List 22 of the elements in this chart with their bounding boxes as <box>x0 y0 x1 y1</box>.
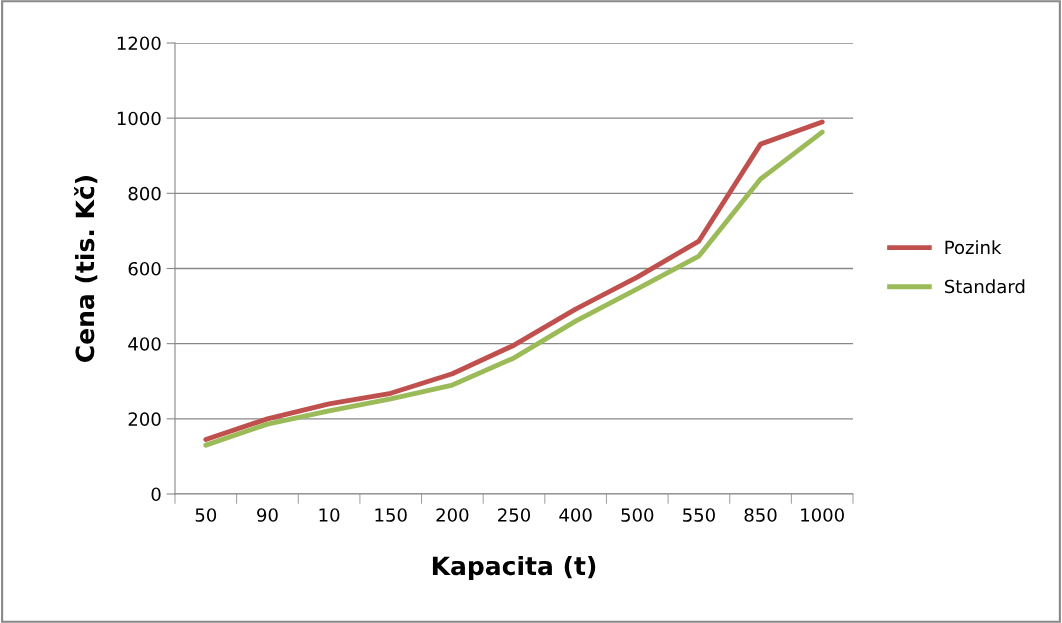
x-tick-label: 50 <box>195 508 217 522</box>
x-tick-label: 1000 <box>801 508 844 522</box>
y-tick-label: 800 <box>128 186 161 201</box>
y-tick-label: 1000 <box>117 111 161 126</box>
y-tick-label: 200 <box>128 412 161 426</box>
y-axis-title: Cena (tis. Kč) <box>73 175 98 362</box>
x-axis-title: Kapacita (t) <box>432 555 596 581</box>
x-tick-label: 500 <box>621 508 654 522</box>
x-tick-label: 90 <box>257 508 278 522</box>
x-tick-label: 150 <box>375 508 407 522</box>
x-tick-label: 10 <box>319 508 340 522</box>
legend-label: Pozink <box>945 240 1002 255</box>
legend-label: Standard <box>944 279 1025 294</box>
y-tick-label: 400 <box>128 337 161 351</box>
x-tick-label: 200 <box>436 508 469 522</box>
y-tick-label: 600 <box>128 261 161 276</box>
x-tick-label: 550 <box>683 508 715 522</box>
x-tick-label: 850 <box>744 508 777 522</box>
y-tick-label: 0 <box>151 487 161 502</box>
y-tick-label: 1200 <box>117 36 161 51</box>
x-tick-label: 400 <box>559 508 592 522</box>
x-tick-label: 250 <box>498 508 531 522</box>
